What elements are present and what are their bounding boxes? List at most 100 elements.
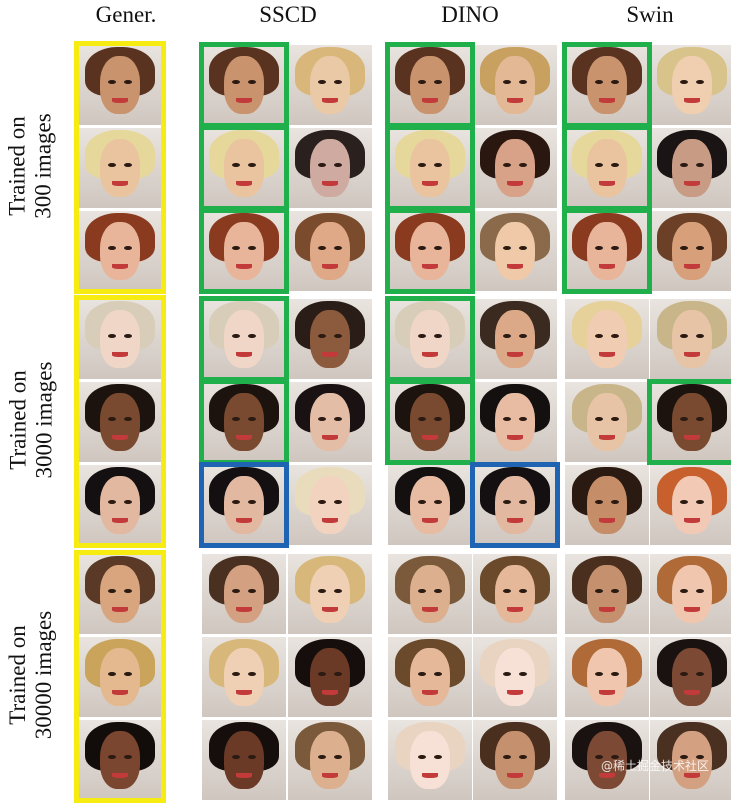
mouth — [506, 689, 524, 695]
skin — [99, 222, 141, 280]
generated-image — [78, 45, 162, 125]
eye — [232, 755, 240, 760]
skin — [309, 310, 351, 368]
retrieved-image-dino — [473, 720, 557, 800]
eye — [334, 589, 342, 594]
eye — [232, 80, 240, 85]
face-image — [650, 299, 731, 379]
skin — [494, 139, 536, 197]
skin — [586, 393, 628, 451]
generated-image — [78, 720, 162, 800]
face-image — [78, 554, 162, 634]
skin — [671, 565, 713, 623]
eye — [108, 246, 116, 251]
mouth — [321, 606, 339, 612]
face-image — [473, 211, 557, 291]
generated-image — [78, 637, 162, 717]
eye — [680, 334, 688, 339]
retrieved-image-dino — [388, 720, 472, 800]
eye — [232, 417, 240, 422]
eye — [124, 163, 132, 168]
eye — [232, 163, 240, 168]
eye — [503, 163, 511, 168]
mouth — [235, 351, 253, 357]
mouth — [321, 689, 339, 695]
eye — [611, 500, 619, 505]
eye — [418, 500, 426, 505]
face-image — [565, 637, 649, 717]
eye — [611, 417, 619, 422]
retrieved-image-sscd — [288, 465, 372, 545]
mouth — [235, 434, 253, 440]
mouth — [321, 351, 339, 357]
mouth — [421, 434, 439, 440]
skin — [99, 731, 141, 789]
retrieved-image-swin — [650, 637, 731, 717]
face-image — [388, 128, 472, 208]
eye — [334, 672, 342, 677]
eye — [611, 755, 619, 760]
face-image — [78, 45, 162, 125]
retrieved-image-swin — [650, 720, 731, 800]
retrieved-image-dino — [388, 554, 472, 634]
eye — [503, 755, 511, 760]
eye — [503, 80, 511, 85]
face-image — [288, 382, 372, 462]
retrieved-image-sscd — [288, 554, 372, 634]
skin — [671, 731, 713, 789]
eye — [318, 672, 326, 677]
skin — [99, 139, 141, 197]
mouth — [506, 434, 524, 440]
eye — [248, 417, 256, 422]
skin — [223, 139, 265, 197]
mouth — [235, 180, 253, 186]
face-image — [473, 554, 557, 634]
face-image — [650, 637, 731, 717]
face-image — [288, 554, 372, 634]
eye — [418, 246, 426, 251]
face-image — [650, 720, 731, 800]
skin — [586, 310, 628, 368]
face-image — [288, 465, 372, 545]
mouth — [506, 180, 524, 186]
skin — [586, 222, 628, 280]
skin — [309, 476, 351, 534]
skin — [494, 222, 536, 280]
eye — [318, 163, 326, 168]
mouth — [598, 689, 616, 695]
eye — [519, 672, 527, 677]
eye — [248, 334, 256, 339]
face-image — [473, 299, 557, 379]
eye — [108, 417, 116, 422]
eye — [696, 163, 704, 168]
mouth — [683, 263, 701, 269]
eye — [434, 589, 442, 594]
eye — [418, 755, 426, 760]
skin — [309, 56, 351, 114]
mouth — [321, 517, 339, 523]
skin — [586, 648, 628, 706]
eye — [434, 334, 442, 339]
skin — [409, 139, 451, 197]
skin — [99, 310, 141, 368]
skin — [409, 731, 451, 789]
mouth — [421, 772, 439, 778]
mouth — [506, 351, 524, 357]
skin — [309, 393, 351, 451]
eye — [680, 246, 688, 251]
mouth — [235, 772, 253, 778]
eye — [124, 80, 132, 85]
eye — [680, 163, 688, 168]
skin — [409, 648, 451, 706]
eye — [503, 246, 511, 251]
mouth — [683, 517, 701, 523]
mouth — [598, 434, 616, 440]
skin — [671, 139, 713, 197]
retrieved-image-dino — [388, 637, 472, 717]
eye — [611, 672, 619, 677]
eye — [595, 500, 603, 505]
retrieved-image-swin — [565, 299, 649, 379]
retrieved-image-sscd — [288, 211, 372, 291]
eye — [334, 163, 342, 168]
retrieved-image-swin — [650, 211, 731, 291]
